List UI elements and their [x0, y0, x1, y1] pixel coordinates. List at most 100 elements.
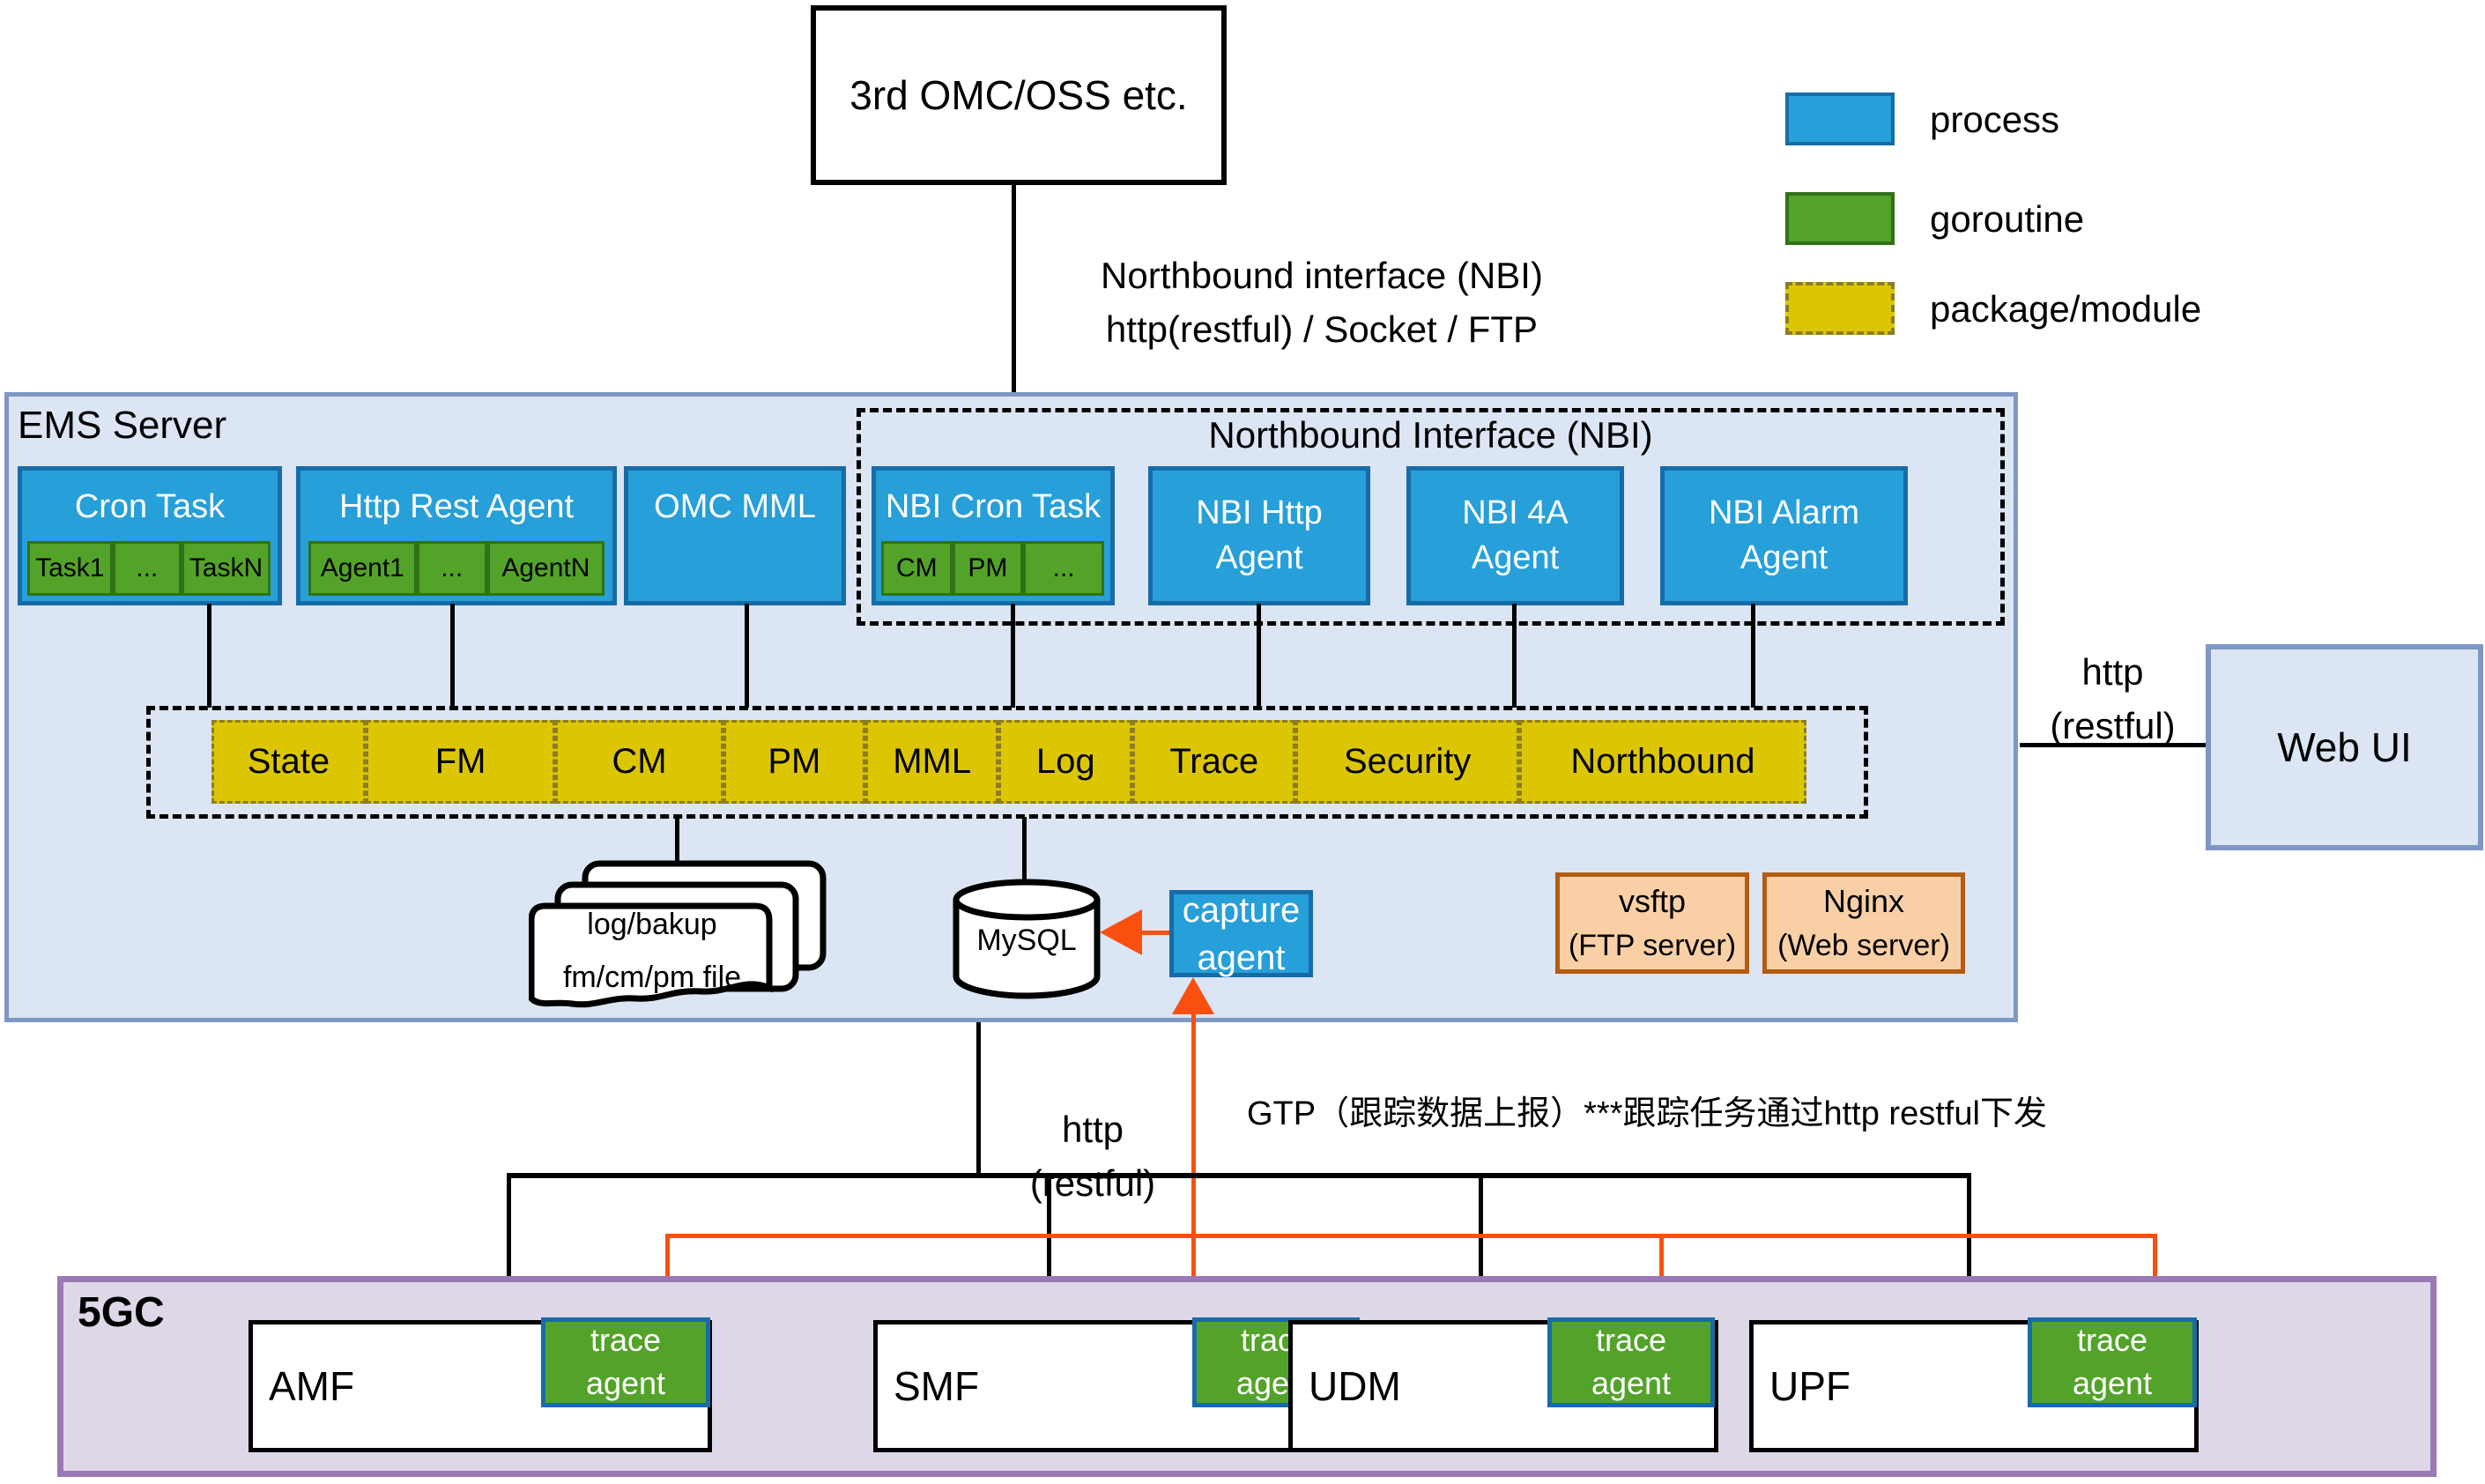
goroutine-cell: ... — [1023, 541, 1105, 596]
vsftp-name: vsftp — [1618, 882, 1687, 919]
capture-agent-box: capture agent — [1169, 890, 1313, 977]
connector-nbi4a-modules — [1512, 604, 1517, 708]
udm-label: UDM — [1309, 1363, 1401, 1409]
orange-line-capture-to-mysql — [1139, 931, 1169, 935]
webui-link-label: http (restful) — [2027, 646, 2199, 753]
module-mml: MML — [864, 720, 999, 804]
core-5gc-title: 5GC — [78, 1289, 165, 1336]
nginx-name: Nginx — [1822, 882, 1905, 919]
cron-task-title: Cron Task — [74, 488, 226, 525]
nginx-box: Nginx (Web server) — [1762, 872, 1965, 974]
vsftp-box: vsftp (FTP server) — [1555, 872, 1749, 974]
mysql-label: MySQL — [976, 924, 1077, 957]
legend-goroutine-swatch-icon — [1785, 192, 1895, 245]
legend-process-swatch-icon — [1785, 93, 1895, 145]
amf-trace-agent-label: trace agent — [585, 1322, 666, 1401]
legend-process-label: process — [1930, 99, 2060, 140]
goroutine-cell: TaskN — [181, 541, 271, 596]
goroutine-cell: CM — [881, 541, 953, 596]
http-rest-agent-title: Http Rest Agent — [338, 488, 575, 525]
connector-nbicron-modules — [1011, 604, 1015, 708]
arrowhead-to-mysql-icon — [1100, 909, 1142, 955]
south-http-label: http (restful) — [1005, 1103, 1181, 1211]
udm-trace-agent-box: trace agent — [1547, 1317, 1715, 1407]
connector-bus-udm — [1479, 1178, 1483, 1322]
module-log: Log — [998, 720, 1132, 804]
module-cm: CM — [555, 720, 723, 804]
connector-omcmml-modules — [745, 604, 749, 708]
capture-agent-label: capture agent — [1182, 890, 1301, 977]
cron-task-goroutines: Task1 ... TaskN — [27, 541, 271, 596]
nbi-4a-agent-label: NBI 4A Agent — [1462, 493, 1569, 576]
module-fm: FM — [365, 720, 556, 804]
amf-trace-agent-box: trace agent — [541, 1317, 710, 1407]
web-ui-box: Web UI — [2206, 644, 2483, 850]
nbi-container-title: Northbound Interface (NBI) — [1208, 414, 1653, 456]
nbi-link-line1: Northbound interface (NBI) — [1101, 255, 1543, 296]
nbi-dashed-container — [857, 408, 2005, 626]
files-label-line2: fm/cm/pm file — [562, 961, 742, 994]
third-party-omc-box: 3rd OMC/OSS etc. — [811, 5, 1227, 185]
upf-label: UPF — [1769, 1363, 1851, 1409]
nbi-cron-task-title: NBI Cron Task — [885, 488, 1102, 525]
connector-crontask-modules — [207, 604, 211, 708]
nbi-alarm-agent-label: NBI Alarm Agent — [1708, 493, 1860, 576]
south-http-line1: http — [1061, 1109, 1124, 1150]
file-stack-icon — [529, 860, 827, 1008]
goroutine-cell: ... — [112, 541, 182, 596]
third-party-omc-label: 3rd OMC/OSS etc. — [849, 72, 1188, 118]
black-bus-line — [507, 1173, 1971, 1178]
gtp-note-label: GTP（跟踪数据上报）***跟踪任务通过http restful下发 — [1247, 1095, 2047, 1132]
ems-server-title: EMS Server — [18, 404, 227, 447]
omc-mml-title: OMC MML — [654, 488, 816, 525]
orange-line-trace-to-capture — [1191, 1012, 1196, 1319]
web-ui-label: Web UI — [2277, 724, 2412, 770]
module-row: State FM CM PM MML Log Trace Security No… — [211, 720, 1807, 804]
nbi-4a-agent-box: NBI 4A Agent — [1406, 466, 1624, 605]
module-pm: PM — [723, 720, 865, 804]
nbi-link-line2: http(restful) / Socket / FTP — [1105, 308, 1539, 350]
module-dashed-container — [146, 706, 1868, 819]
webui-link-line2: (restful) — [2050, 704, 2176, 746]
connector-omc-to-ems — [1012, 185, 1016, 394]
upf-trace-agent-label: trace agent — [2072, 1322, 2153, 1401]
module-trace: Trace — [1131, 720, 1296, 804]
nginx-desc: (Web server) — [1777, 928, 1950, 962]
arrowhead-to-capture-icon — [1172, 977, 1214, 1014]
module-security: Security — [1295, 720, 1519, 804]
connector-nbihttp-modules — [1257, 604, 1261, 708]
orange-bus-line — [665, 1234, 2157, 1238]
udm-trace-agent-label: trace agent — [1591, 1322, 1672, 1401]
connector-ems-south — [976, 1022, 981, 1175]
files-label-line1: log/bakup — [587, 908, 717, 941]
legend-goroutine-label: goroutine — [1930, 198, 2085, 240]
goroutine-cell: PM — [952, 541, 1024, 596]
connector-modules-files — [675, 817, 679, 868]
amf-label: AMF — [269, 1363, 355, 1409]
omc-mml-box: OMC MML — [624, 466, 846, 605]
legend-package-label: package/module — [1930, 288, 2202, 330]
nbi-cron-task-goroutines: CM PM ... — [881, 541, 1105, 596]
vsftp-desc: (FTP server) — [1568, 928, 1737, 962]
module-state: State — [211, 720, 366, 804]
goroutine-cell: AgentN — [486, 541, 605, 596]
nbi-link-label: Northbound interface (NBI) http(restful)… — [1031, 249, 1613, 357]
smf-label: SMF — [894, 1363, 980, 1409]
connector-bus-amf — [507, 1178, 511, 1322]
legend-package-swatch-icon — [1785, 282, 1895, 335]
module-northbound: Northbound — [1518, 720, 1807, 804]
connector-nbialarm-modules — [1751, 604, 1755, 708]
goroutine-cell: Task1 — [27, 541, 113, 596]
nbi-alarm-agent-box: NBI Alarm Agent — [1660, 466, 1908, 605]
goroutine-cell: ... — [416, 541, 487, 596]
http-rest-agent-goroutines: Agent1 ... AgentN — [308, 541, 605, 596]
nbi-http-agent-label: NBI Http Agent — [1196, 493, 1323, 576]
connector-bus-upf — [1967, 1178, 1971, 1322]
connector-modules-mysql — [1022, 817, 1027, 883]
goroutine-cell: Agent1 — [308, 541, 417, 596]
connector-httprest-modules — [450, 604, 455, 708]
webui-link-line1: http — [2081, 651, 2144, 693]
connector-bus-smf — [1047, 1178, 1051, 1322]
south-http-line2: (restful) — [1029, 1161, 1156, 1204]
